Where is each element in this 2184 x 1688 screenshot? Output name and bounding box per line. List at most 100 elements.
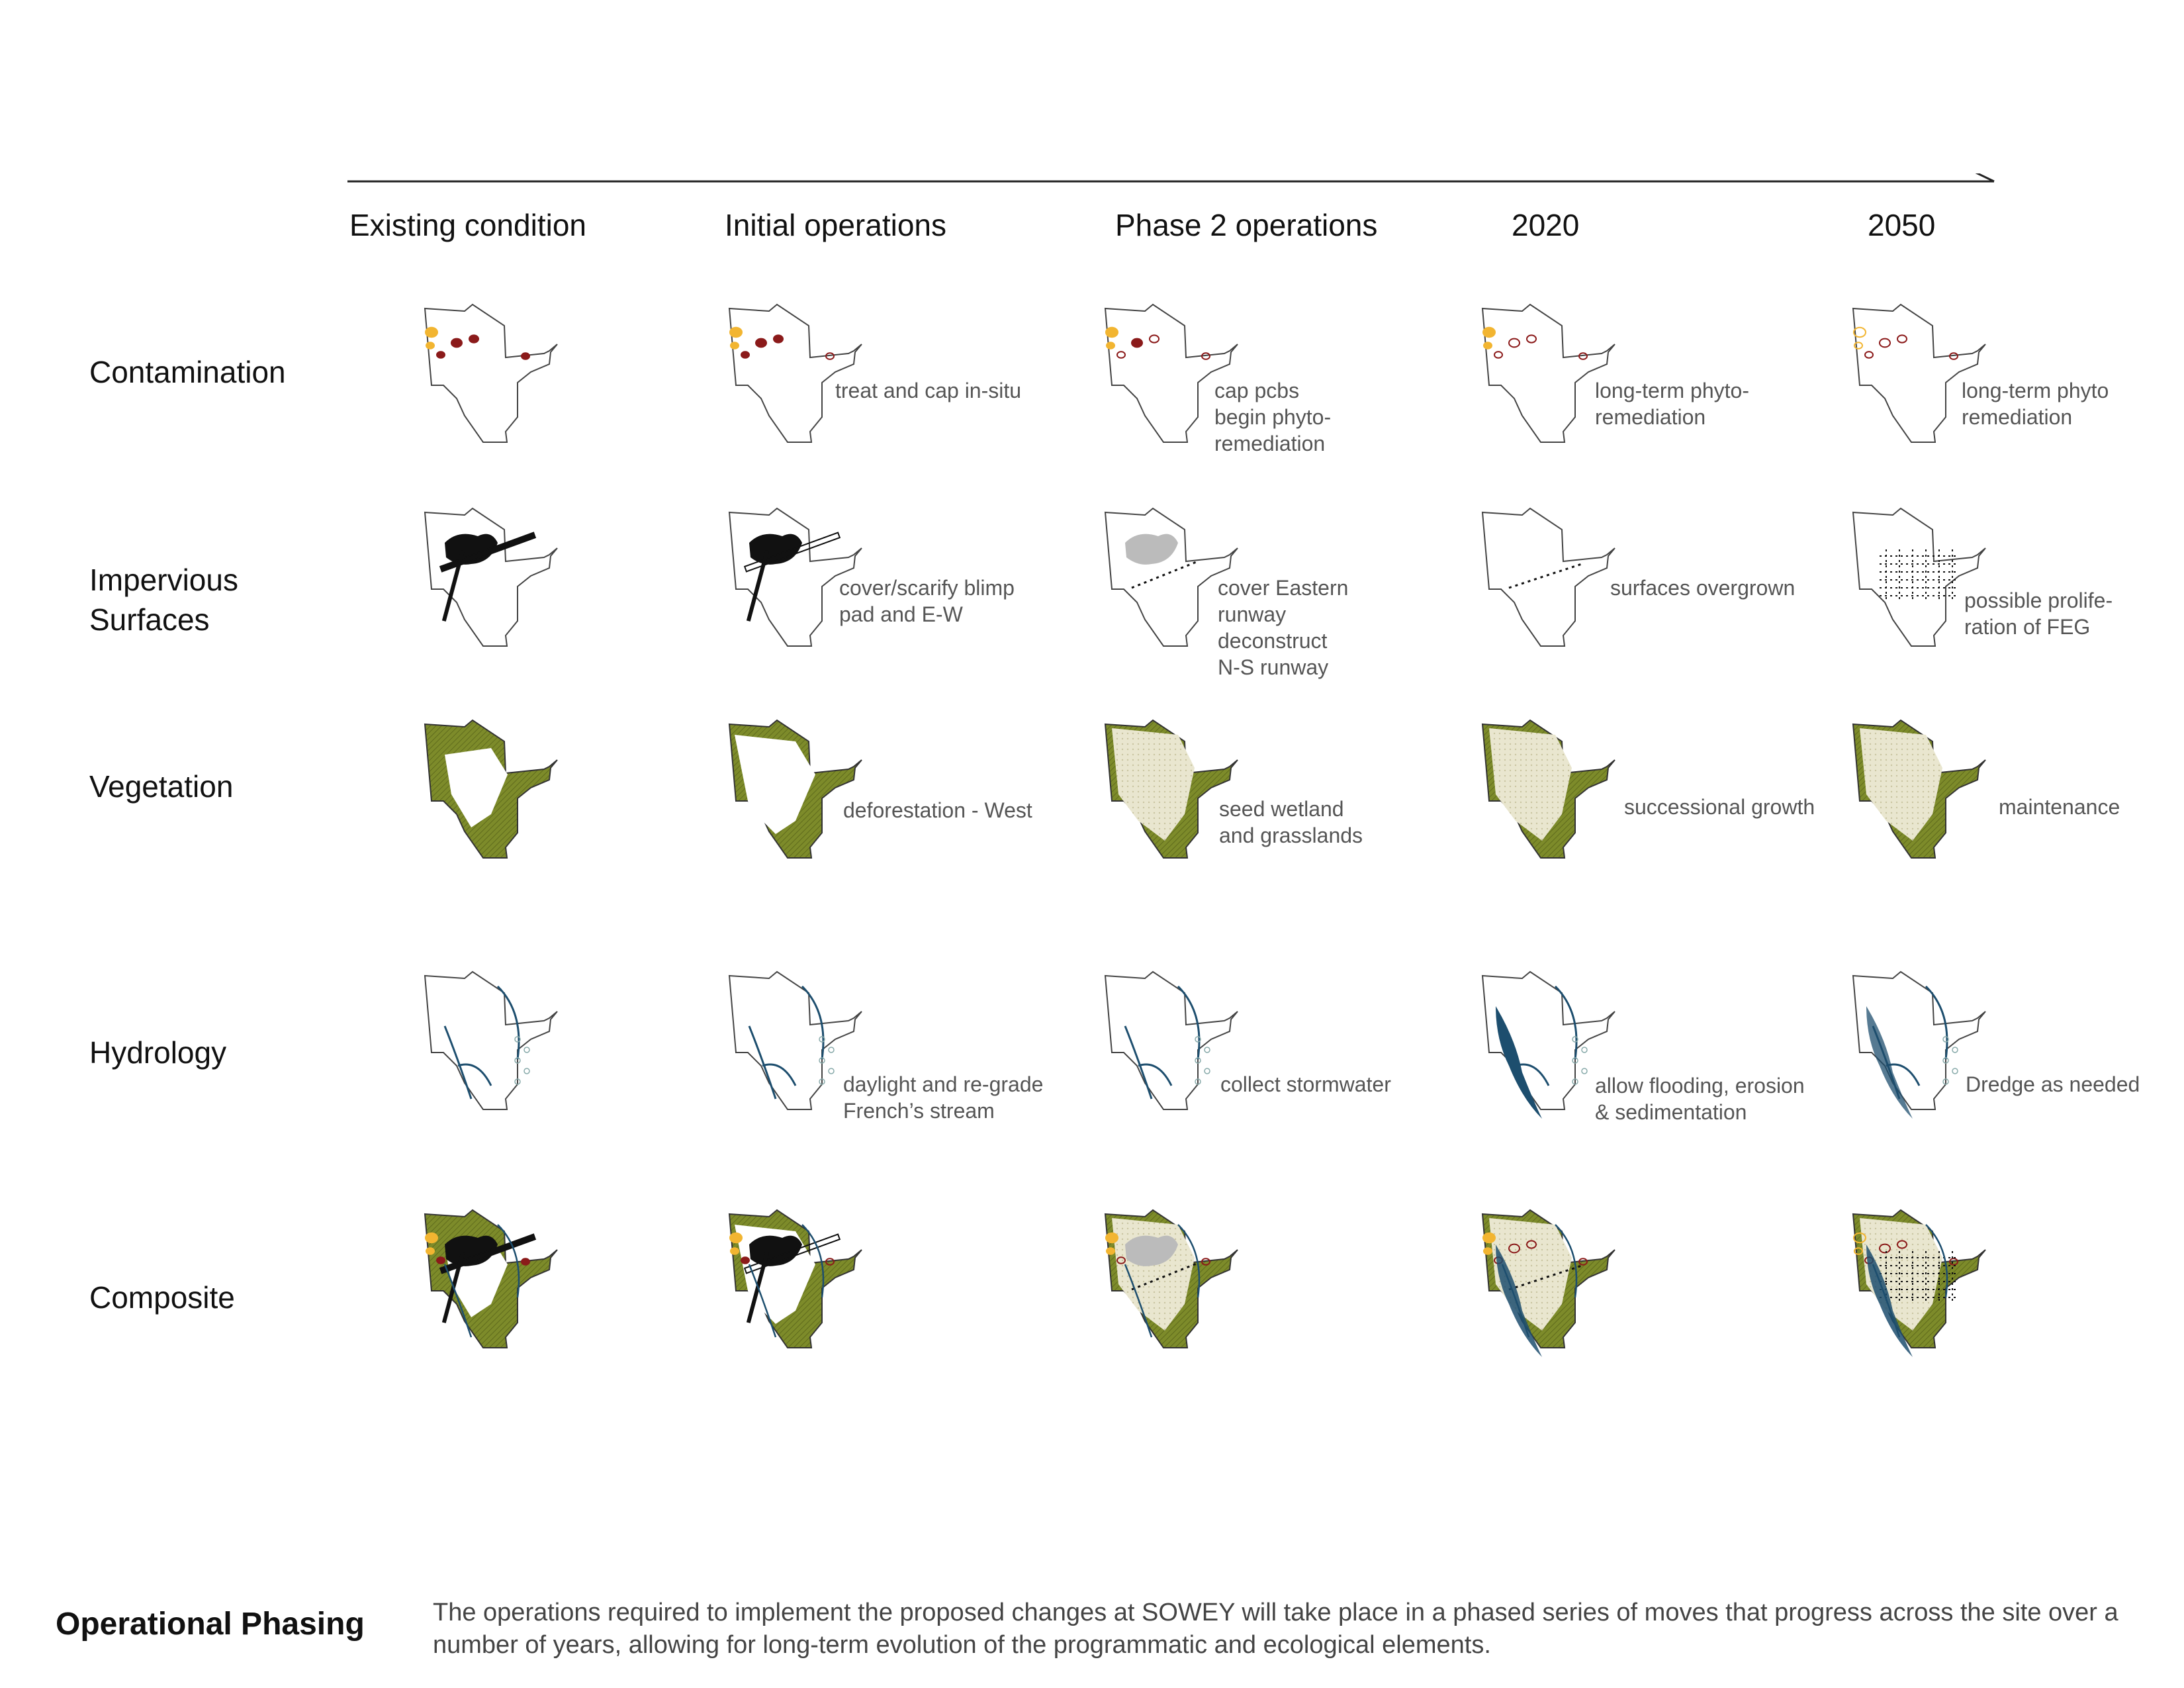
layer-composite: Composite (89, 1280, 235, 1315)
contamination-site (755, 338, 767, 348)
blimp-pad (1125, 534, 1178, 565)
map-impervious-phase-4 (1852, 507, 1986, 647)
map-contamination-phase-1 (728, 303, 862, 443)
note-contamination-2020: long-term phyto- remediation (1595, 379, 1749, 429)
contamination-site (425, 326, 438, 338)
runway-ew (743, 532, 841, 573)
note-impervious-phase2: cover Eastern runway deconstruct N-S run… (1218, 576, 1349, 679)
phase-2-operations: Phase 2 operations (1115, 208, 1378, 242)
retention-pond (1942, 1057, 1949, 1064)
contamination-site (1508, 1243, 1520, 1254)
map-vegetation-phase-4 (1852, 719, 1986, 859)
stream (748, 985, 825, 1100)
retention-pond (1952, 1068, 1958, 1074)
map-vegetation-phase-3 (1481, 719, 1615, 859)
runway-ns (441, 550, 465, 622)
retention-pond (514, 1036, 521, 1043)
contamination-site (1897, 1240, 1907, 1249)
note-hydrology-initial: daylight and re-grade French’s stream (843, 1072, 1044, 1123)
site-outline (424, 303, 558, 443)
contamination-site (1105, 1232, 1118, 1244)
retention-pond (1572, 1057, 1578, 1064)
note-vegetation-2020: successional growth (1624, 795, 1815, 819)
vegetation-clearing (1112, 728, 1195, 841)
retention-pond (1572, 1078, 1578, 1085)
blimp-pad (749, 534, 802, 565)
contamination-site (825, 1258, 835, 1266)
map-hydrology-phase-4 (1852, 970, 1986, 1119)
contamination-site (1864, 351, 1874, 359)
layer-vegetation: Vegetation (89, 769, 234, 804)
contamination-site (1483, 1247, 1492, 1255)
contamination-site (741, 351, 750, 359)
contamination-site (1854, 1247, 1863, 1255)
contamination-site (1105, 326, 1118, 338)
stream (443, 985, 520, 1100)
contamination-site (426, 342, 435, 350)
map-composite-phase-1 (728, 1209, 862, 1348)
contamination-site (1116, 351, 1126, 359)
contamination-site (1116, 1256, 1126, 1264)
retention-pond (819, 1057, 825, 1064)
timeline-arrow (347, 173, 1995, 183)
blimp-pad (445, 1235, 498, 1266)
contamination-site (1201, 1258, 1210, 1266)
note-contamination-initial: treat and cap in-situ (835, 379, 1022, 402)
retention-pond (1204, 1068, 1210, 1074)
map-composite-phase-2 (1104, 1209, 1238, 1348)
map-impervious-phase-3 (1481, 507, 1615, 647)
site-outline (1481, 507, 1615, 647)
contamination-site (729, 326, 743, 338)
site-outline (728, 970, 862, 1110)
blimp-pad (445, 534, 498, 565)
site-outline (728, 303, 862, 443)
retention-pond (1581, 1047, 1588, 1053)
contamination-site (469, 334, 479, 344)
contamination-site (1853, 1232, 1866, 1244)
footer-title: Operational Phasing (56, 1607, 365, 1642)
map-hydrology-phase-0 (424, 970, 558, 1110)
contamination-site (1508, 338, 1520, 348)
vegetation-clearing (445, 748, 508, 827)
retention-pond (1195, 1036, 1201, 1043)
map-contamination-phase-2 (1104, 303, 1238, 443)
runway-ew (743, 1233, 841, 1274)
runway-ew (439, 532, 537, 573)
map-composite-phase-3 (1481, 1209, 1615, 1357)
flood-zone (1496, 1244, 1542, 1357)
contamination-site (825, 352, 835, 360)
contamination-site (1106, 342, 1115, 350)
stream (1124, 1224, 1201, 1338)
map-vegetation-phase-1 (728, 719, 862, 859)
contamination-site (730, 342, 739, 350)
contamination-site (521, 1258, 530, 1266)
stream (1124, 985, 1201, 1100)
retention-pond (1195, 1078, 1201, 1085)
layer-impervious-surfaces: Impervious Surfaces (89, 563, 238, 637)
retention-pond (523, 1068, 530, 1074)
contamination-site (1131, 338, 1143, 348)
vegetation-clearing (735, 735, 815, 834)
note-impervious-initial: cover/scarify blimp pad and E-W (839, 576, 1015, 626)
map-vegetation-phase-2 (1104, 719, 1238, 859)
retention-pond (828, 1068, 835, 1074)
contamination-site (773, 334, 784, 344)
stream (1872, 1224, 1948, 1338)
stream (1501, 1224, 1578, 1338)
phase-2020: 2020 (1512, 208, 1580, 242)
flood-zone (1496, 1006, 1542, 1119)
retention-pond (1195, 1057, 1201, 1064)
contamination-site (730, 1247, 739, 1255)
runway-ew (1131, 560, 1199, 589)
retention-pond (819, 1078, 825, 1085)
contamination-site (451, 338, 463, 348)
map-contamination-phase-4 (1852, 303, 1986, 443)
map-hydrology-phase-1 (728, 970, 862, 1110)
note-hydrology-2050: Dredge as needed (1966, 1072, 2140, 1096)
contamination-site (1578, 352, 1588, 360)
map-contamination-phase-3 (1481, 303, 1615, 443)
contamination-site (1578, 1258, 1588, 1266)
contamination-site (1482, 1232, 1496, 1244)
retention-pond (1952, 1047, 1958, 1053)
contamination-site (436, 351, 445, 359)
